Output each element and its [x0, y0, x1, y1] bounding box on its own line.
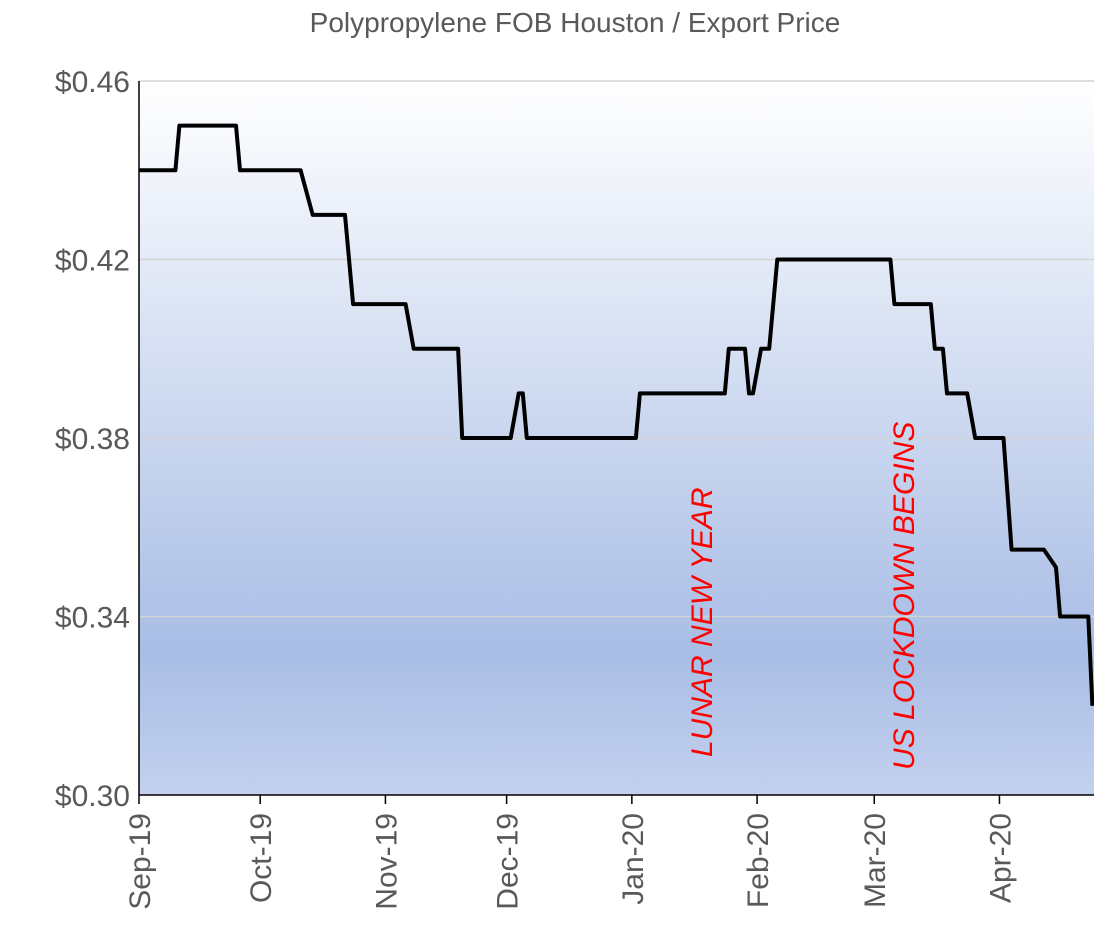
x-tick-label: Apr-20: [984, 813, 1017, 903]
x-tick-label: Sep-19: [124, 813, 157, 910]
y-tick-label: $0.46: [55, 66, 130, 99]
y-tick-label: $0.30: [55, 780, 130, 813]
annotation: US LOCKDOWN BEGINS: [888, 422, 921, 770]
y-tick-label: $0.42: [55, 245, 130, 278]
x-tick-label: Jan-20: [617, 813, 650, 905]
x-tick-label: Feb-20: [742, 813, 775, 908]
annotation: LUNAR NEW YEAR: [686, 487, 719, 757]
x-tick-label: Dec-19: [492, 813, 525, 910]
price-line: [139, 123, 1094, 706]
x-tick-label: Nov-19: [370, 813, 403, 910]
y-tick-label: $0.34: [55, 602, 130, 635]
x-tick-label: Oct-19: [245, 813, 278, 903]
chart-title: Polypropylene FOB Houston / Export Price: [310, 7, 841, 38]
x-tick-label: Mar-20: [859, 813, 892, 908]
y-tick-label: $0.38: [55, 423, 130, 456]
